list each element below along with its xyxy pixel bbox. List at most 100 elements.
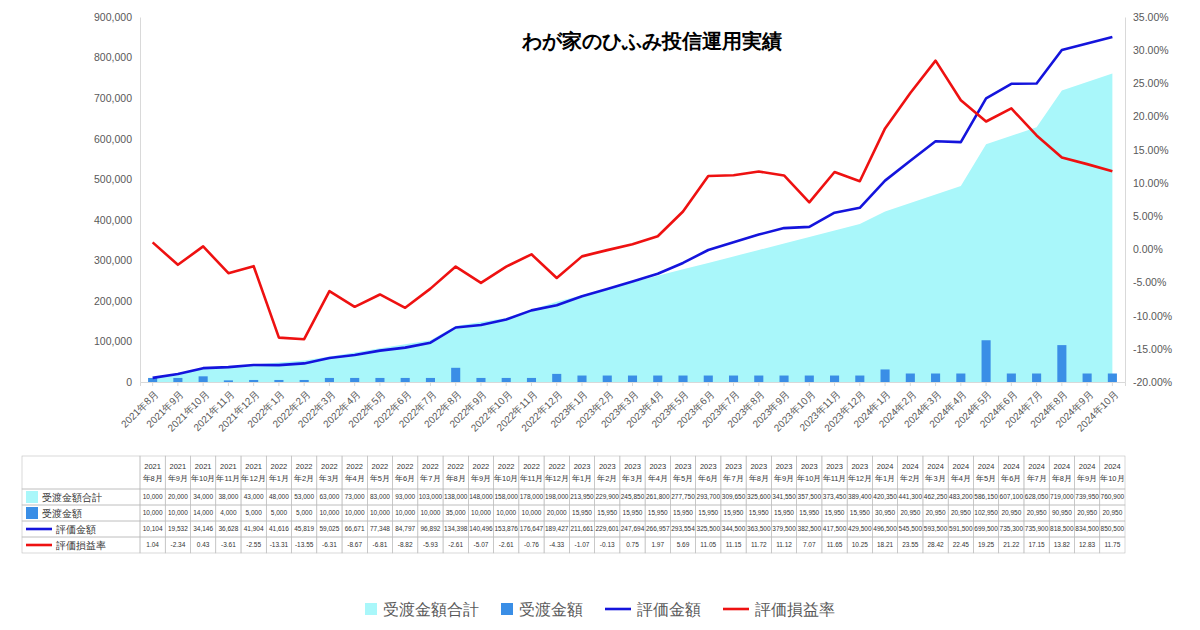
table-value: 739,950 [1075, 493, 1099, 500]
y2-tick-label: 0.00% [1133, 243, 1163, 255]
table-header-label: 2021年12月 [241, 462, 265, 483]
y2-axis-line [1125, 18, 1126, 383]
table-value: 483,200 [949, 493, 973, 500]
table-value: 19,532 [168, 525, 188, 532]
table-header-label: 2022年6月 [395, 462, 415, 483]
table-header-cell [569, 456, 594, 489]
table-cell [367, 537, 392, 553]
table-cell [569, 537, 594, 553]
table-value: 213,950 [570, 493, 594, 500]
table-header-label: 2024年2月 [900, 462, 920, 483]
table-cell [292, 537, 317, 553]
legend-swatch [501, 603, 513, 615]
table-row-label: 受渡金額 [42, 508, 82, 519]
table-cell [292, 505, 317, 521]
table-header-part: 2022 [296, 462, 313, 471]
table-cell [165, 489, 190, 505]
table-header-part: 2024 [1003, 462, 1020, 471]
legend-label: 評価損益率 [755, 601, 835, 618]
line-series [153, 37, 1113, 378]
y-tick-label: 700,000 [94, 92, 132, 104]
table-value: -2.55 [246, 541, 261, 548]
area-series [153, 73, 1113, 382]
table-header-part: 年10月 [494, 474, 518, 483]
table-cell [872, 537, 897, 553]
y-tick: 100,000 [94, 335, 140, 347]
table-header-part: 年5月 [673, 474, 693, 483]
table-cell [721, 537, 746, 553]
table-value: 10,000 [370, 509, 390, 516]
table-cell [241, 505, 266, 521]
bar [274, 380, 283, 382]
table-value: 245,850 [621, 493, 645, 500]
table-cell [241, 521, 266, 537]
table-value: 441,300 [899, 493, 923, 500]
x-tick-mark [531, 382, 532, 386]
table-header-cell [999, 456, 1024, 489]
table-row-header [22, 537, 140, 553]
table-value: 15,950 [623, 509, 643, 516]
table-header-cell [266, 456, 291, 489]
y2-tick: 30.00% [1125, 44, 1169, 56]
table-value: 140,496 [469, 525, 493, 532]
table-cell [595, 505, 620, 521]
table-cell [999, 505, 1024, 521]
x-tick-mark [1036, 382, 1037, 386]
table-row-key: 評価金額 [26, 524, 96, 535]
table-value: 10,000 [471, 509, 491, 516]
bar-series [148, 340, 1117, 382]
table-row-label: 評価金額 [56, 524, 96, 535]
table-cell [342, 489, 367, 505]
table-value: -13.31 [270, 541, 289, 548]
x-tick-mark [1011, 382, 1012, 386]
table-cell [216, 505, 241, 521]
plot-area [148, 37, 1117, 382]
table-header-label: 2022年9月 [471, 462, 491, 483]
bar [502, 378, 511, 382]
table-value: 277,750 [671, 493, 695, 500]
table-value: 229,900 [595, 493, 619, 500]
table-value: 30,950 [875, 509, 895, 516]
table-cell [367, 489, 392, 505]
table-value: -0.13 [600, 541, 615, 548]
table-value: -5.93 [423, 541, 438, 548]
table-value: 344,500 [722, 525, 746, 532]
legend-swatch [26, 544, 52, 547]
table-header-part: 2022 [321, 462, 338, 471]
table-value: 10,000 [319, 509, 339, 516]
table-header-label: 2022年10月 [494, 462, 518, 483]
y-tick: 500,000 [94, 173, 140, 185]
table-value: 229,601 [595, 525, 619, 532]
table-cell [519, 537, 544, 553]
bar [173, 378, 182, 382]
table-header-cell [620, 456, 645, 489]
table-value: 20,950 [926, 509, 946, 516]
table-value: 15,950 [572, 509, 592, 516]
table-value: 20,950 [951, 509, 971, 516]
table-cell [797, 521, 822, 537]
table-header-label: 2022年11月 [520, 462, 544, 483]
table-header-part: 年5月 [976, 474, 996, 483]
table-cell [797, 537, 822, 553]
table-cell [898, 505, 923, 521]
table-cell [645, 537, 670, 553]
table-value: 41,616 [269, 525, 289, 532]
y-tick-label: 100,000 [94, 335, 132, 347]
bar [1083, 374, 1092, 382]
table-value: 309,650 [722, 493, 746, 500]
table-value: 389,400 [848, 493, 872, 500]
table-cell [494, 489, 519, 505]
y-tick: 600,000 [94, 133, 140, 145]
table-cell [746, 489, 771, 505]
table-row-key: 評価損益率 [26, 540, 106, 551]
y-tick-label: 300,000 [94, 254, 132, 266]
table-cell [620, 521, 645, 537]
table-value: 11.72 [751, 541, 767, 548]
table-header-cell [797, 456, 822, 489]
table-value: 760,900 [1101, 493, 1125, 500]
y-tick: 700,000 [94, 92, 140, 104]
table-header-cell [847, 456, 872, 489]
table-header-part: 年6月 [1001, 474, 1021, 483]
table-value: 20,950 [1027, 509, 1047, 516]
table-value: 593,500 [924, 525, 948, 532]
